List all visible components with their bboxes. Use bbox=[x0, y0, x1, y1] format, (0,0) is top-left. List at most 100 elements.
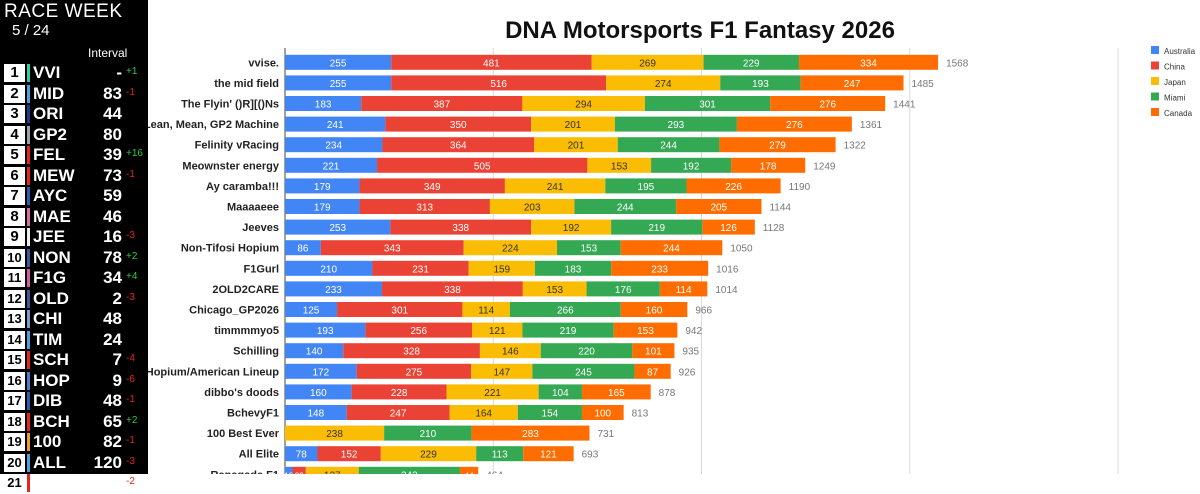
category-label: All Elite bbox=[239, 449, 279, 461]
bar-segment bbox=[517, 405, 582, 420]
data-label: 245 bbox=[575, 367, 592, 378]
legend: Australia China Japan Miami Canada bbox=[1151, 46, 1196, 118]
legend-swatch bbox=[1151, 108, 1159, 116]
data-label: 338 bbox=[452, 223, 469, 234]
position-change: -1 bbox=[126, 86, 135, 98]
interval-header: Interval bbox=[88, 46, 128, 60]
data-label: 220 bbox=[578, 347, 595, 358]
data-label: 193 bbox=[317, 326, 334, 337]
data-label: 243 bbox=[401, 470, 418, 474]
bars-group: 255 481 269 229 334 1568 255 516 274 193 247 1485 18… bbox=[284, 54, 969, 474]
position-change: -3 bbox=[126, 230, 135, 241]
data-label: 121 bbox=[540, 450, 557, 461]
data-label: 244 bbox=[663, 244, 680, 255]
data-label: 195 bbox=[638, 182, 655, 193]
position-change: -6 bbox=[126, 373, 135, 385]
bar-segment bbox=[471, 363, 533, 379]
data-label: 505 bbox=[474, 161, 491, 172]
data-label: 148 bbox=[307, 409, 324, 420]
standings-row: 6 MEW 73 -1 bbox=[0, 166, 148, 187]
position-number: 9 bbox=[4, 228, 25, 246]
data-label: 219 bbox=[648, 223, 665, 234]
data-label: 293 bbox=[668, 120, 685, 131]
bar-segment bbox=[468, 260, 535, 276]
data-label: 178 bbox=[760, 161, 777, 172]
data-label: 192 bbox=[563, 223, 580, 234]
standings-row: 2 MID 83 -1 bbox=[0, 84, 148, 105]
team-code: DIB bbox=[33, 391, 63, 410]
team-color-bar bbox=[27, 474, 30, 492]
bar-segment bbox=[686, 178, 781, 194]
data-label: 294 bbox=[575, 100, 592, 111]
bar-segment bbox=[522, 96, 645, 111]
bar-segment bbox=[358, 466, 460, 474]
data-label: 87 bbox=[647, 367, 659, 378]
position-change: -3 bbox=[126, 291, 135, 303]
data-label: 205 bbox=[710, 203, 727, 214]
data-label: 238 bbox=[326, 429, 343, 440]
data-label: 159 bbox=[493, 264, 510, 275]
category-label: Maaaaeee bbox=[227, 202, 279, 214]
data-label: 231 bbox=[412, 264, 429, 275]
team-code: MEW bbox=[33, 165, 75, 185]
team-color-bar bbox=[27, 310, 30, 328]
team-code: ORI bbox=[33, 104, 64, 123]
position-number: 13 bbox=[4, 310, 25, 328]
bar-segment bbox=[285, 405, 347, 420]
interval-value: 44 bbox=[103, 104, 122, 123]
team-color-bar bbox=[27, 392, 30, 410]
standings-row: 21 REN 267 -2 bbox=[0, 473, 148, 494]
team-code: REN bbox=[33, 473, 69, 492]
race-week-progress: 5 / 24 bbox=[12, 22, 50, 39]
bar-segment bbox=[285, 199, 360, 214]
data-label: 241 bbox=[327, 120, 344, 131]
data-label: 255 bbox=[330, 79, 347, 90]
category-label: vvise. bbox=[248, 57, 279, 69]
bar-segment bbox=[720, 75, 801, 91]
bar-segment bbox=[459, 466, 479, 474]
data-label: 78 bbox=[296, 450, 308, 461]
data-label: 387 bbox=[433, 100, 450, 111]
bar-segment bbox=[359, 178, 505, 194]
bar-segment bbox=[285, 425, 385, 441]
category-label: Schilling bbox=[233, 346, 279, 358]
data-label: 153 bbox=[580, 244, 597, 255]
bar-segment bbox=[390, 219, 532, 235]
bar-segment bbox=[702, 219, 755, 235]
bar-segment bbox=[305, 466, 359, 474]
race-week-title: RACE WEEK bbox=[4, 1, 123, 22]
interval-value: 73 bbox=[103, 165, 122, 185]
bar-segment bbox=[581, 384, 651, 400]
position-number: 10 bbox=[4, 248, 25, 267]
data-label: 203 bbox=[524, 203, 541, 214]
team-color-bar bbox=[27, 248, 30, 267]
position-change: -1 bbox=[126, 168, 135, 180]
total-label: 693 bbox=[582, 450, 599, 461]
standings-row: 3 ORI 44 bbox=[0, 104, 148, 125]
legend-label: Canada bbox=[1164, 109, 1193, 118]
data-label: 269 bbox=[639, 58, 656, 69]
team-code: HOP bbox=[33, 370, 70, 390]
bar-segment bbox=[634, 363, 671, 379]
bar-segment bbox=[285, 281, 383, 297]
interval-value: 80 bbox=[103, 124, 122, 144]
bar-segment bbox=[556, 240, 621, 256]
data-label: 121 bbox=[489, 326, 506, 337]
bar-segment bbox=[337, 302, 463, 317]
bar-segment bbox=[351, 384, 447, 400]
position-number: 2 bbox=[4, 84, 25, 103]
data-label: 276 bbox=[786, 120, 803, 131]
bar-segment bbox=[605, 178, 687, 194]
bar-segment bbox=[731, 157, 806, 173]
bar-segment bbox=[343, 343, 480, 359]
bar-segment bbox=[317, 446, 381, 462]
standings-row: 16 HOP 9 -6 bbox=[0, 371, 148, 392]
position-number: 11 bbox=[4, 269, 25, 287]
bar-segment bbox=[522, 281, 587, 297]
total-label: 813 bbox=[632, 409, 649, 420]
bar-segment bbox=[523, 446, 574, 462]
team-color-bar bbox=[27, 371, 30, 390]
bar-segment bbox=[632, 343, 675, 359]
total-label: 1485 bbox=[912, 79, 935, 90]
position-number: 5 bbox=[4, 146, 25, 164]
